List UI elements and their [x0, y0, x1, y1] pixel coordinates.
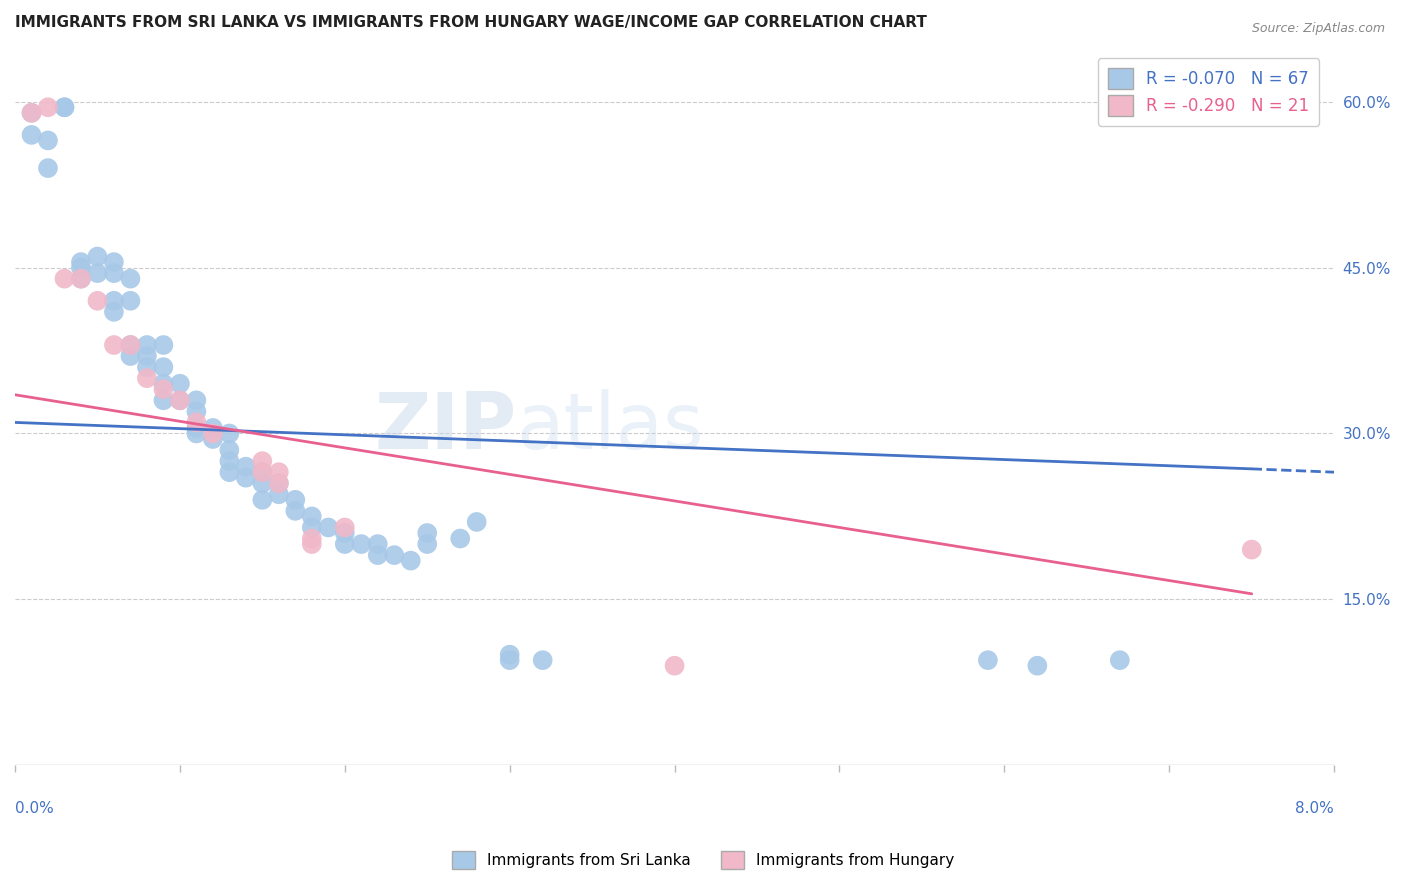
Point	[186, 421, 208, 435]
Point	[70, 260, 93, 275]
Point	[169, 393, 191, 408]
Point	[267, 465, 290, 479]
Point	[152, 382, 174, 396]
Point	[218, 426, 240, 441]
Point	[103, 305, 125, 319]
Point	[367, 548, 389, 562]
Point	[135, 360, 157, 375]
Point	[218, 454, 240, 468]
Point	[1108, 653, 1130, 667]
Point	[152, 376, 174, 391]
Point	[318, 520, 340, 534]
Point	[152, 338, 174, 352]
Point	[53, 271, 76, 285]
Point	[135, 349, 157, 363]
Point	[284, 492, 307, 507]
Point	[218, 465, 240, 479]
Point	[252, 492, 274, 507]
Point	[37, 133, 59, 147]
Point	[416, 537, 439, 551]
Point	[103, 255, 125, 269]
Point	[267, 487, 290, 501]
Point	[267, 476, 290, 491]
Point	[53, 100, 76, 114]
Point	[333, 526, 356, 541]
Point	[218, 443, 240, 458]
Text: IMMIGRANTS FROM SRI LANKA VS IMMIGRANTS FROM HUNGARY WAGE/INCOME GAP CORRELATION: IMMIGRANTS FROM SRI LANKA VS IMMIGRANTS …	[15, 15, 927, 30]
Point	[301, 509, 323, 524]
Point	[20, 128, 42, 142]
Point	[449, 532, 471, 546]
Text: atlas: atlas	[516, 390, 704, 466]
Point	[499, 653, 522, 667]
Point	[37, 100, 59, 114]
Point	[416, 526, 439, 541]
Point	[201, 432, 224, 446]
Point	[86, 266, 108, 280]
Point	[399, 554, 422, 568]
Point	[120, 338, 142, 352]
Point	[53, 100, 76, 114]
Point	[333, 520, 356, 534]
Point	[120, 349, 142, 363]
Point	[267, 476, 290, 491]
Point	[169, 376, 191, 391]
Point	[201, 421, 224, 435]
Point	[86, 293, 108, 308]
Point	[135, 338, 157, 352]
Point	[977, 653, 1000, 667]
Point	[103, 338, 125, 352]
Point	[86, 250, 108, 264]
Point	[120, 338, 142, 352]
Point	[135, 371, 157, 385]
Point	[301, 520, 323, 534]
Point	[120, 293, 142, 308]
Point	[301, 532, 323, 546]
Point	[186, 393, 208, 408]
Point	[350, 537, 373, 551]
Point	[465, 515, 488, 529]
Point	[169, 393, 191, 408]
Point	[252, 476, 274, 491]
Legend: Immigrants from Sri Lanka, Immigrants from Hungary: Immigrants from Sri Lanka, Immigrants fr…	[446, 845, 960, 875]
Point	[499, 648, 522, 662]
Point	[186, 416, 208, 430]
Text: ZIP: ZIP	[374, 390, 516, 466]
Point	[70, 255, 93, 269]
Legend: R = -0.070   N = 67, R = -0.290   N = 21: R = -0.070 N = 67, R = -0.290 N = 21	[1098, 58, 1319, 126]
Text: 8.0%: 8.0%	[1295, 801, 1334, 816]
Point	[103, 266, 125, 280]
Point	[152, 393, 174, 408]
Point	[1240, 542, 1263, 557]
Point	[20, 105, 42, 120]
Text: Source: ZipAtlas.com: Source: ZipAtlas.com	[1251, 22, 1385, 36]
Point	[252, 454, 274, 468]
Point	[367, 537, 389, 551]
Point	[70, 271, 93, 285]
Point	[284, 504, 307, 518]
Point	[531, 653, 554, 667]
Point	[664, 658, 686, 673]
Point	[103, 293, 125, 308]
Point	[37, 161, 59, 175]
Point	[333, 537, 356, 551]
Point	[186, 426, 208, 441]
Point	[120, 271, 142, 285]
Point	[252, 465, 274, 479]
Point	[201, 426, 224, 441]
Point	[235, 471, 257, 485]
Point	[301, 537, 323, 551]
Point	[20, 105, 42, 120]
Text: 0.0%: 0.0%	[15, 801, 53, 816]
Point	[152, 360, 174, 375]
Point	[252, 465, 274, 479]
Point	[186, 404, 208, 418]
Point	[70, 271, 93, 285]
Point	[382, 548, 405, 562]
Point	[1026, 658, 1049, 673]
Point	[235, 459, 257, 474]
